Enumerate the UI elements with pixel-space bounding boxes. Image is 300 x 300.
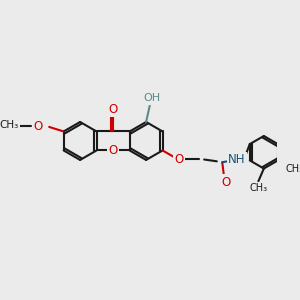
Text: O: O bbox=[109, 144, 118, 157]
Text: CH₃: CH₃ bbox=[249, 183, 268, 194]
Text: NH: NH bbox=[228, 153, 245, 166]
Text: CH₃: CH₃ bbox=[285, 164, 300, 174]
Text: CH₃: CH₃ bbox=[0, 120, 19, 130]
Text: O: O bbox=[174, 153, 184, 166]
Text: O: O bbox=[34, 119, 43, 133]
Text: O: O bbox=[221, 176, 230, 189]
Text: O: O bbox=[109, 103, 118, 116]
Text: OH: OH bbox=[144, 94, 161, 103]
